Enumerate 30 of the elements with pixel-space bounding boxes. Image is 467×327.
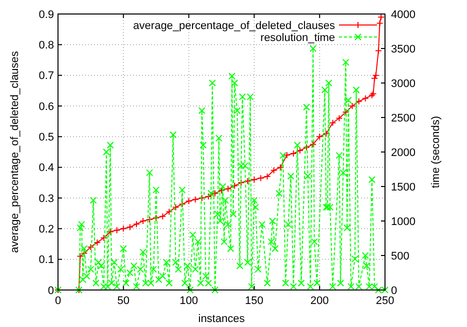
x-tick-label: 50 bbox=[117, 295, 130, 307]
y-tick-label: 0.4 bbox=[38, 162, 54, 174]
y-tick-label: 0 bbox=[48, 284, 54, 297]
y2-tick-label: 2000 bbox=[391, 146, 416, 159]
y2-tick-label: 1500 bbox=[391, 181, 416, 194]
y-tick-label: 0.1 bbox=[38, 254, 54, 266]
x-tick-label: 200 bbox=[310, 295, 329, 307]
y-tick-label: 0.3 bbox=[38, 192, 54, 205]
y-tick-label: 0.2 bbox=[38, 224, 54, 236]
y2-tick-label: 0 bbox=[391, 284, 398, 297]
y2-axis-title: time (seconds) bbox=[430, 116, 442, 188]
legend-label: resolution_time bbox=[260, 32, 335, 44]
x-tick-label: 100 bbox=[180, 295, 198, 307]
y-tick-label: 0.6 bbox=[38, 100, 54, 113]
x-tick-label: 150 bbox=[245, 295, 264, 307]
y2-tick-label: 3500 bbox=[391, 43, 416, 56]
x-axis-title: instances bbox=[198, 313, 246, 325]
y2-tick-label: 2500 bbox=[391, 112, 416, 124]
y2-tick-label: 3000 bbox=[391, 78, 416, 90]
legend-label: average_percentage_of_deleted_clauses bbox=[133, 20, 336, 32]
y-tick-label: 0.7 bbox=[38, 70, 54, 82]
y2-tick-label: 500 bbox=[391, 250, 410, 262]
y2-tick-label: 4000 bbox=[391, 8, 416, 21]
y-tick-label: 0.9 bbox=[38, 8, 54, 21]
y2-tick-label: 1000 bbox=[391, 216, 416, 228]
x-tick-label: 250 bbox=[376, 295, 394, 307]
y-tick-label: 0.8 bbox=[38, 40, 54, 52]
y-axis-title: average_percentage_of_deleted_clauses bbox=[9, 50, 21, 253]
x-tick-label: 0 bbox=[54, 295, 62, 307]
y-tick-label: 0.5 bbox=[38, 132, 54, 144]
